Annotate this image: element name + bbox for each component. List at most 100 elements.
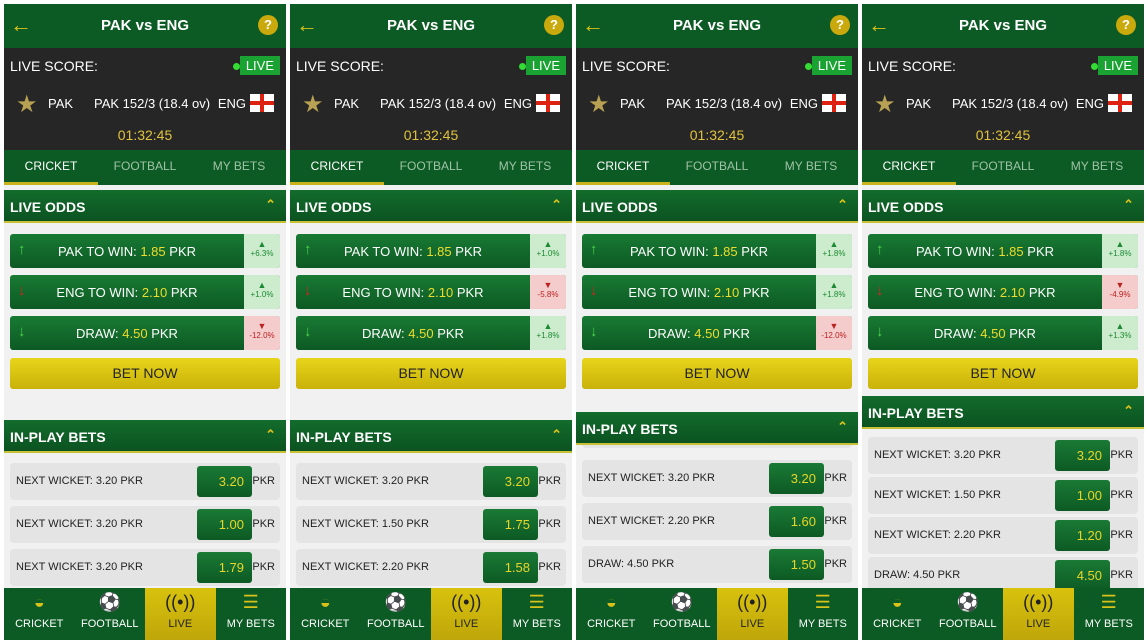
odds-row[interactable]: ↑ PAK TO WIN: 1.85 PKR ▲ +6.3% xyxy=(10,234,280,268)
inplay-bets-header[interactable]: IN-PLAY BETS ⌃ xyxy=(4,420,286,453)
bet-now-button[interactable]: BET NOW xyxy=(10,358,280,389)
inplay-bet-row[interactable]: NEXT WICKET: 2.20 PKR 1.58 PKR xyxy=(296,549,566,586)
chevron-up-icon[interactable]: ⌃ xyxy=(551,427,562,442)
bet-odds-button[interactable]: 1.60 xyxy=(769,506,824,537)
odds-row[interactable]: ↑ PAK TO WIN: 1.85 PKR ▲ +1.0% xyxy=(296,234,566,268)
chevron-up-icon[interactable]: ⌃ xyxy=(265,197,276,212)
bet-odds-button[interactable]: 3.20 xyxy=(483,466,538,497)
nav-live[interactable]: ((•)) LIVE xyxy=(145,588,216,640)
nav-label: CRICKET xyxy=(301,618,350,630)
nav-live[interactable]: ((•)) LIVE xyxy=(1003,588,1074,640)
nav-cricket[interactable]: ◒ CRICKET xyxy=(576,588,647,640)
inplay-bet-row[interactable]: NEXT WICKET: 3.20 PKR 1.79 PKR xyxy=(10,549,280,586)
tab-my-bets[interactable]: MY BETS xyxy=(498,159,552,173)
inplay-bet-row[interactable]: NEXT WICKET: 2.20 PKR 1.60 PKR xyxy=(582,503,852,540)
tab-my-bets[interactable]: MY BETS xyxy=(1070,159,1124,173)
bet-odds-button[interactable]: 1.79 xyxy=(197,552,252,583)
nav-football[interactable]: ⚽ FOOTBALL xyxy=(647,588,718,640)
odds-row[interactable]: ↓ ENG TO WIN: 2.10 PKR ▲ +1.0% xyxy=(10,275,280,309)
bottom-nav: ◒ CRICKET ⚽ FOOTBALL ((•)) LIVE ☰ MY BETS xyxy=(290,588,572,640)
inplay-bets-header[interactable]: IN-PLAY BETS ⌃ xyxy=(862,396,1144,429)
tab-cricket[interactable]: CRICKET xyxy=(4,150,98,185)
tab-cricket[interactable]: CRICKET xyxy=(290,150,384,185)
bet-odds-button[interactable]: 3.20 xyxy=(769,463,824,494)
nav-cricket[interactable]: ◒ CRICKET xyxy=(4,588,75,640)
inplay-bet-row[interactable]: NEXT WICKET: 3.20 PKR 3.20 PKR xyxy=(868,437,1138,474)
inplay-bets-header[interactable]: IN-PLAY BETS ⌃ xyxy=(290,420,572,453)
bet-odds-button[interactable]: 1.00 xyxy=(1055,480,1110,511)
live-odds-header[interactable]: LIVE ODDS ⌃ xyxy=(290,190,572,223)
bet-now-button[interactable]: BET NOW xyxy=(868,358,1138,389)
bet-odds-button[interactable]: 3.20 xyxy=(1055,440,1110,471)
tab-football[interactable]: FOOTBALL xyxy=(685,159,749,173)
odds-change-badge: ▲ +6.3% xyxy=(244,234,280,268)
nav-live[interactable]: ((•)) LIVE xyxy=(431,588,502,640)
odds-row[interactable]: ↓ DRAW: 4.50 PKR ▼ -12.0% xyxy=(582,316,852,350)
chevron-up-icon[interactable]: ⌃ xyxy=(265,427,276,442)
inplay-bet-row[interactable]: NEXT WICKET: 3.20 PKR 3.20 PKR xyxy=(296,463,566,500)
tab-my-bets[interactable]: MY BETS xyxy=(784,159,838,173)
nav-my-bets[interactable]: ☰ MY BETS xyxy=(1074,588,1145,640)
help-button[interactable]: ? xyxy=(1116,15,1136,35)
bet-odds-button[interactable]: 1.00 xyxy=(197,509,252,540)
inplay-bet-row[interactable]: DRAW: 4.50 PKR 1.50 PKR xyxy=(582,546,852,583)
odds-row[interactable]: ↓ ENG TO WIN: 2.10 PKR ▼ -4.9% xyxy=(868,275,1138,309)
tab-my-bets[interactable]: MY BETS xyxy=(212,159,266,173)
bet-odds-button[interactable]: 1.50 xyxy=(769,549,824,580)
odds-row[interactable]: ↑ PAK TO WIN: 1.85 PKR ▲ +1.8% xyxy=(582,234,852,268)
tab-football[interactable]: FOOTBALL xyxy=(113,159,177,173)
bet-now-button[interactable]: BET NOW xyxy=(296,358,566,389)
odds-row[interactable]: ↑ PAK TO WIN: 1.85 PKR ▲ +1.8% xyxy=(868,234,1138,268)
odds-row[interactable]: ↓ ENG TO WIN: 2.10 PKR ▲ +1.8% xyxy=(582,275,852,309)
nav-football[interactable]: ⚽ FOOTBALL xyxy=(933,588,1004,640)
odds-row[interactable]: ↓ DRAW: 4.50 PKR ▼ -12.0% xyxy=(10,316,280,350)
tab-football[interactable]: FOOTBALL xyxy=(971,159,1035,173)
arrow-left-icon[interactable]: ← xyxy=(868,12,890,37)
nav-football[interactable]: ⚽ FOOTBALL xyxy=(75,588,146,640)
inplay-bet-row[interactable]: NEXT WICKET: 3.20 PKR 3.20 PKR xyxy=(582,460,852,497)
cricket-ball-icon: ◒ xyxy=(33,592,45,612)
live-odds-header[interactable]: LIVE ODDS ⌃ xyxy=(4,190,286,223)
help-button[interactable]: ? xyxy=(544,15,564,35)
nav-cricket[interactable]: ◒ CRICKET xyxy=(862,588,933,640)
bet-odds-button[interactable]: 1.20 xyxy=(1055,520,1110,551)
odds-row[interactable]: ↓ DRAW: 4.50 PKR ▲ +1.8% xyxy=(296,316,566,350)
help-button[interactable]: ? xyxy=(258,15,278,35)
inplay-bet-row[interactable]: NEXT WICKET: 1.50 PKR 1.75 PKR xyxy=(296,506,566,543)
bet-now-button[interactable]: BET NOW xyxy=(582,358,852,389)
tab-football[interactable]: FOOTBALL xyxy=(399,159,463,173)
chevron-up-icon[interactable]: ⌃ xyxy=(551,197,562,212)
cricket-ball-icon: ◒ xyxy=(891,592,903,612)
nav-live[interactable]: ((•)) LIVE xyxy=(717,588,788,640)
chevron-up-icon[interactable]: ⌃ xyxy=(837,419,848,434)
inplay-bets-header[interactable]: IN-PLAY BETS ⌃ xyxy=(576,412,858,445)
chevron-up-icon[interactable]: ⌃ xyxy=(837,197,848,212)
tab-cricket[interactable]: CRICKET xyxy=(862,150,956,185)
arrow-left-icon[interactable]: ← xyxy=(10,12,32,37)
help-button[interactable]: ? xyxy=(830,15,850,35)
tab-cricket[interactable]: CRICKET xyxy=(576,150,670,185)
bet-odds-button[interactable]: 1.58 xyxy=(483,552,538,583)
odds-row[interactable]: ↓ DRAW: 4.50 PKR ▲ +1.3% xyxy=(868,316,1138,350)
live-odds-header[interactable]: LIVE ODDS ⌃ xyxy=(862,190,1144,223)
nav-my-bets[interactable]: ☰ MY BETS xyxy=(216,588,287,640)
nav-football[interactable]: ⚽ FOOTBALL xyxy=(361,588,432,640)
nav-my-bets[interactable]: ☰ MY BETS xyxy=(788,588,859,640)
chevron-up-icon[interactable]: ⌃ xyxy=(1123,197,1134,212)
inplay-bet-row[interactable]: DRAW: 4.50 PKR 4.50 PKR xyxy=(868,557,1138,594)
live-odds-header[interactable]: LIVE ODDS ⌃ xyxy=(576,190,858,223)
odds-name: DRAW: xyxy=(648,326,691,341)
bet-odds-button[interactable]: 4.50 xyxy=(1055,560,1110,591)
inplay-bet-row[interactable]: NEXT WICKET: 2.20 PKR 1.20 PKR xyxy=(868,517,1138,554)
chevron-up-icon[interactable]: ⌃ xyxy=(1123,403,1134,418)
bet-odds-button[interactable]: 3.20 xyxy=(197,466,252,497)
odds-row[interactable]: ↓ ENG TO WIN: 2.10 PKR ▼ -5.8% xyxy=(296,275,566,309)
inplay-bet-row[interactable]: NEXT WICKET: 3.20 PKR 1.00 PKR xyxy=(10,506,280,543)
arrow-left-icon[interactable]: ← xyxy=(582,12,604,37)
nav-cricket[interactable]: ◒ CRICKET xyxy=(290,588,361,640)
bet-odds-button[interactable]: 1.75 xyxy=(483,509,538,540)
nav-my-bets[interactable]: ☰ MY BETS xyxy=(502,588,573,640)
inplay-bet-row[interactable]: NEXT WICKET: 3.20 PKR 3.20 PKR xyxy=(10,463,280,500)
inplay-bet-row[interactable]: NEXT WICKET: 1.50 PKR 1.00 PKR xyxy=(868,477,1138,514)
arrow-left-icon[interactable]: ← xyxy=(296,12,318,37)
